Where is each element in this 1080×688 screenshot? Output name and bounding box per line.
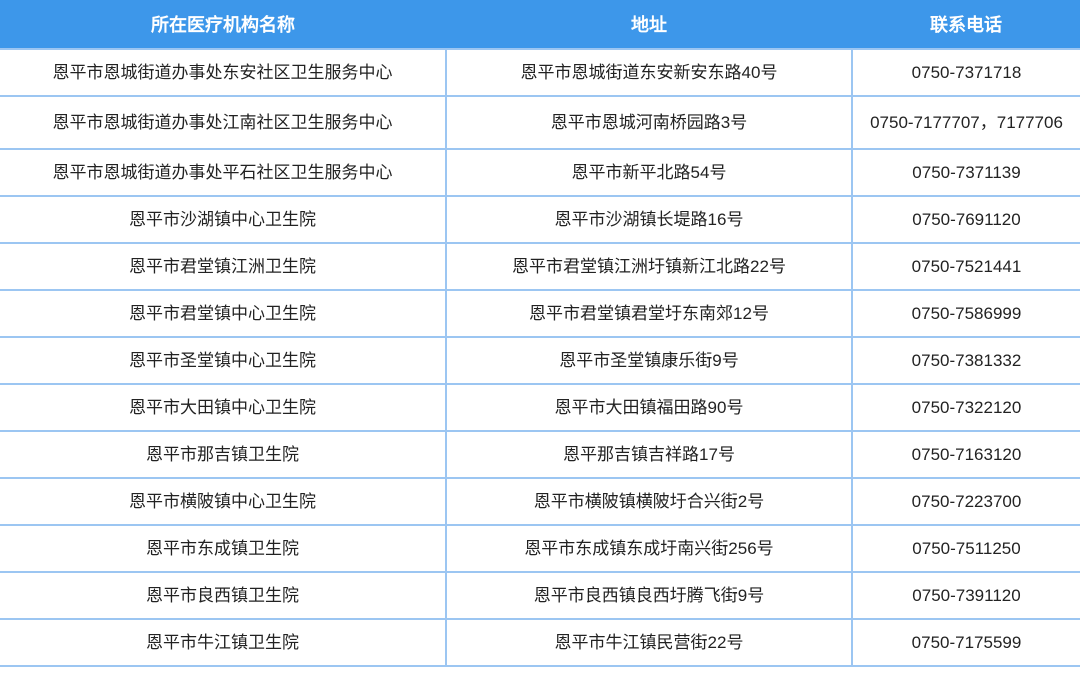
address-cell: 恩平市大田镇福田路90号: [445, 383, 853, 432]
address-cell: 恩平市沙湖镇长堤路16号: [445, 195, 853, 244]
address-cell: 恩平那吉镇吉祥路17号: [445, 430, 853, 479]
institution-name-cell: 恩平市大田镇中心卫生院: [0, 383, 447, 432]
table-row: 恩平市君堂镇江洲卫生院 恩平市君堂镇江洲圩镇新江北路22号 0750-7521441: [0, 242, 1080, 291]
address-cell: 恩平市横陂镇横陂圩合兴街2号: [445, 477, 853, 526]
institution-name-cell: 恩平市横陂镇中心卫生院: [0, 477, 447, 526]
institution-name-cell: 恩平市牛江镇卫生院: [0, 618, 447, 667]
table-row: 恩平市牛江镇卫生院 恩平市牛江镇民营街22号 0750-7175599: [0, 618, 1080, 667]
institution-name-cell: 恩平市那吉镇卫生院: [0, 430, 447, 479]
table-row: 恩平市沙湖镇中心卫生院 恩平市沙湖镇长堤路16号 0750-7691120: [0, 195, 1080, 244]
address-cell: 恩平市君堂镇江洲圩镇新江北路22号: [445, 242, 853, 291]
phone-cell: 0750-7177707，7177706: [851, 95, 1080, 150]
institution-name-cell: 恩平市沙湖镇中心卫生院: [0, 195, 447, 244]
institution-name-cell: 恩平市东成镇卫生院: [0, 524, 447, 573]
address-cell: 恩平市恩城街道东安新安东路40号: [445, 48, 853, 97]
medical-institutions-table: 所在医疗机构名称 地址 联系电话 恩平市恩城街道办事处东安社区卫生服务中心 恩平市…: [0, 0, 1080, 667]
table-row: 恩平市横陂镇中心卫生院 恩平市横陂镇横陂圩合兴街2号 0750-7223700: [0, 477, 1080, 526]
institution-name-cell: 恩平市恩城街道办事处东安社区卫生服务中心: [0, 48, 447, 97]
address-cell: 恩平市东成镇东成圩南兴街256号: [445, 524, 853, 573]
phone-cell: 0750-7371718: [851, 48, 1080, 97]
table-header-row: 所在医疗机构名称 地址 联系电话: [0, 0, 1080, 49]
phone-cell: 0750-7691120: [851, 195, 1080, 244]
phone-cell: 0750-7223700: [851, 477, 1080, 526]
phone-cell: 0750-7586999: [851, 289, 1080, 338]
table-row: 恩平市恩城街道办事处平石社区卫生服务中心 恩平市新平北路54号 0750-73711…: [0, 148, 1080, 197]
institution-name-cell: 恩平市君堂镇江洲卫生院: [0, 242, 447, 291]
header-institution-name: 所在医疗机构名称: [0, 0, 446, 49]
institution-name-cell: 恩平市圣堂镇中心卫生院: [0, 336, 447, 385]
institution-name-cell: 恩平市君堂镇中心卫生院: [0, 289, 447, 338]
address-cell: 恩平市新平北路54号: [445, 148, 853, 197]
table-row: 恩平市圣堂镇中心卫生院 恩平市圣堂镇康乐街9号 0750-7381332: [0, 336, 1080, 385]
phone-cell: 0750-7163120: [851, 430, 1080, 479]
address-cell: 恩平市君堂镇君堂圩东南郊12号: [445, 289, 853, 338]
phone-cell: 0750-7521441: [851, 242, 1080, 291]
table-row: 恩平市君堂镇中心卫生院 恩平市君堂镇君堂圩东南郊12号 0750-7586999: [0, 289, 1080, 338]
table-row: 恩平市恩城街道办事处东安社区卫生服务中心 恩平市恩城街道东安新安东路40号 0750…: [0, 48, 1080, 97]
address-cell: 恩平市良西镇良西圩腾飞街9号: [445, 571, 853, 620]
phone-cell: 0750-7381332: [851, 336, 1080, 385]
table-row: 恩平市大田镇中心卫生院 恩平市大田镇福田路90号 0750-7322120: [0, 383, 1080, 432]
phone-cell: 0750-7391120: [851, 571, 1080, 620]
table-row: 恩平市恩城街道办事处江南社区卫生服务中心 恩平市恩城河南桥园路3号 0750-717…: [0, 95, 1080, 150]
phone-cell: 0750-7322120: [851, 383, 1080, 432]
phone-cell: 0750-7511250: [851, 524, 1080, 573]
header-phone: 联系电话: [852, 0, 1080, 49]
phone-cell: 0750-7371139: [851, 148, 1080, 197]
header-address: 地址: [446, 0, 852, 49]
phone-cell: 0750-7175599: [851, 618, 1080, 667]
table-row: 恩平市良西镇卫生院 恩平市良西镇良西圩腾飞街9号 0750-7391120: [0, 571, 1080, 620]
address-cell: 恩平市圣堂镇康乐街9号: [445, 336, 853, 385]
institution-name-cell: 恩平市恩城街道办事处平石社区卫生服务中心: [0, 148, 447, 197]
address-cell: 恩平市恩城河南桥园路3号: [445, 95, 853, 150]
institution-name-cell: 恩平市恩城街道办事处江南社区卫生服务中心: [0, 95, 447, 150]
table-row: 恩平市那吉镇卫生院 恩平那吉镇吉祥路17号 0750-7163120: [0, 430, 1080, 479]
address-cell: 恩平市牛江镇民营街22号: [445, 618, 853, 667]
table-row: 恩平市东成镇卫生院 恩平市东成镇东成圩南兴街256号 0750-7511250: [0, 524, 1080, 573]
institution-name-cell: 恩平市良西镇卫生院: [0, 571, 447, 620]
